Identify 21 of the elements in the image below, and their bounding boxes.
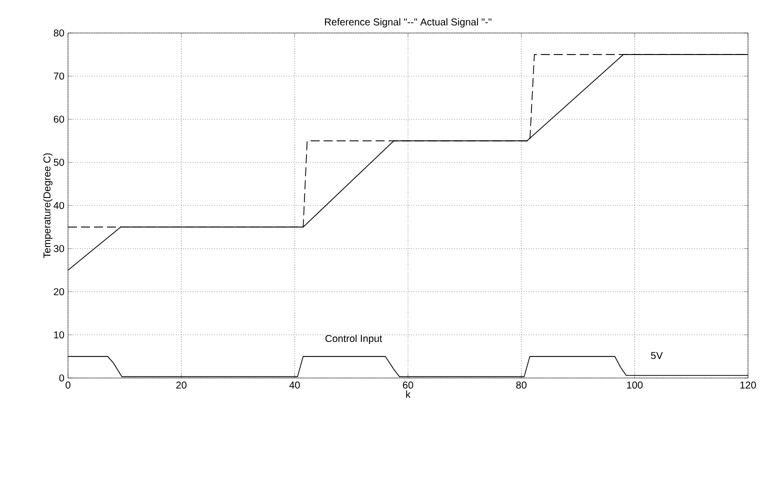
x-tick-label: 0 xyxy=(66,382,70,389)
x-tick-label: 120 xyxy=(740,382,756,389)
annotation: 5V xyxy=(651,352,663,360)
x-tick-label: 100 xyxy=(627,382,643,389)
chart-title: Reference Signal "--" Actual Signal "-" xyxy=(325,18,492,28)
y-tick-label: 60 xyxy=(54,116,64,123)
y-tick-label: 70 xyxy=(54,72,64,80)
y-tick-label: 30 xyxy=(54,245,64,252)
y-tick-label: 50 xyxy=(54,158,64,166)
x-axis-title: k xyxy=(406,390,411,398)
x-tick-label: 20 xyxy=(176,382,187,389)
y-tick-label: 0 xyxy=(59,374,64,382)
x-tick-label: 80 xyxy=(516,382,527,389)
y-tick-label: 40 xyxy=(54,202,64,210)
y-tick-label: 20 xyxy=(54,288,64,296)
y-tick-label: 10 xyxy=(54,331,64,338)
y-tick-label: 80 xyxy=(54,29,64,37)
x-tick-label: 40 xyxy=(289,382,300,389)
x-tick-label: 60 xyxy=(402,382,414,389)
annotation: Control Input xyxy=(325,334,382,344)
y-axis-title: Temperature(Degree C) xyxy=(43,153,52,258)
